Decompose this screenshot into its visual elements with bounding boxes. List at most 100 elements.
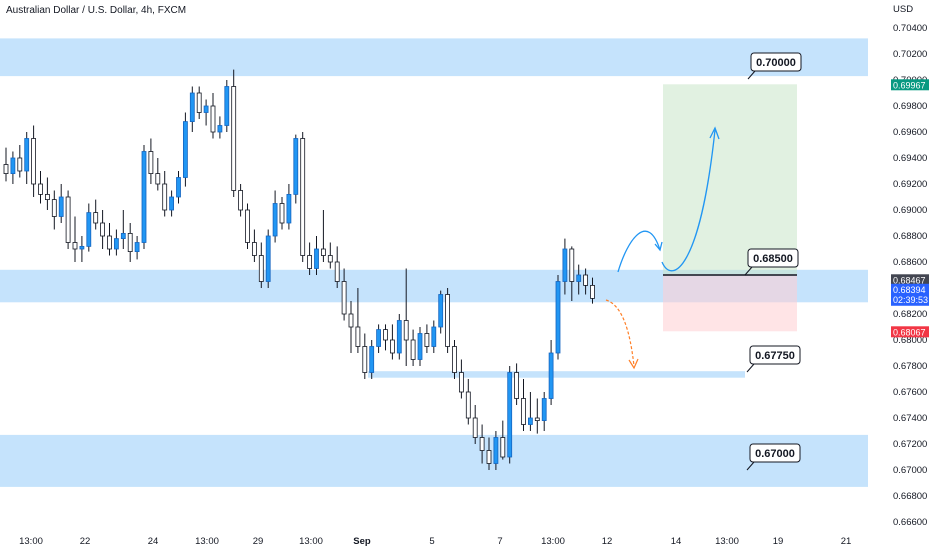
price-tag-label: 0.68467 [893,275,926,285]
candle-body [58,196,64,217]
candle-body [314,248,319,269]
candle-body [369,346,375,373]
candle [521,379,526,431]
candle-body [555,281,561,354]
candle [189,86,195,132]
candle [114,229,119,256]
candle [93,199,99,230]
projection-arrow-down [605,299,635,367]
candle-body [31,138,37,185]
time-tick-label: 12 [602,536,613,547]
candle-body [576,274,582,282]
candle [514,363,519,405]
candle-body [376,329,382,347]
candle-body [500,437,506,458]
candle [86,203,92,252]
projection-arrow-up-2 [661,129,716,272]
candle [258,242,264,288]
candle [507,366,513,464]
candle-body [327,255,333,263]
callout-label: 0.67000 [755,448,795,460]
callout-label: 0.70000 [756,57,796,69]
candle [369,340,375,379]
candle [569,246,575,301]
candle-body [279,203,285,224]
candle [210,93,216,139]
candle-body [562,248,568,282]
level-callout: 0.68500 [744,248,799,276]
candle-body [162,183,168,211]
price-tag-label: 0.68394 [893,285,926,295]
level-callout: 0.67750 [746,345,801,373]
candle-body [17,157,23,172]
callouts-layer: 0.70000 0.68500 0.67750 0.67000 [744,52,802,471]
price-tick-label: 0.66800 [893,491,927,502]
candle-body [100,222,105,237]
candle-body [389,339,395,354]
candle-body [514,372,519,399]
candle [162,171,168,217]
candle [203,99,209,126]
price-tick-label: 0.67600 [893,387,927,398]
candle-body [169,196,175,211]
candle-body [217,125,223,133]
price-tag: 0.68067 [891,326,929,338]
candle [10,151,16,184]
callout-pointer [746,363,755,373]
candle [362,333,368,379]
callout-pointer [746,461,755,471]
candle [300,132,306,262]
candle [396,314,402,360]
price-tick-label: 0.67000 [893,465,927,476]
candle [224,80,230,132]
candle-body [258,255,264,282]
candle-body [189,92,195,123]
candle [383,324,388,351]
candle [493,431,499,470]
candle [272,190,278,243]
candle-body [465,391,471,419]
time-tick-label: 21 [841,536,852,547]
candle [120,210,126,249]
candle-body [3,164,9,175]
position-stop-zone [663,275,797,332]
candle [376,324,382,353]
candle-body [182,121,188,178]
candle [196,86,202,119]
candle-body [93,212,99,224]
callout-box [749,345,801,365]
candles-layer [3,69,595,470]
candle-body [300,138,306,256]
candle-body [210,105,216,133]
candle-body [10,157,16,174]
candle-body [120,232,126,239]
price-tick-label: 0.68000 [893,335,927,346]
candle-body [396,320,402,354]
candle [38,171,43,204]
time-tick-label: 13:00 [195,536,219,547]
candle-body [38,183,43,195]
candle [562,238,568,295]
candle-body [224,86,230,126]
candle-body [155,173,161,185]
candle [45,177,50,210]
candle-body [45,193,50,200]
callout-box [750,52,802,72]
candle-body [134,242,140,253]
time-tick-label: 22 [80,536,91,547]
candle-body [528,417,533,425]
callout-pointer [744,266,753,276]
candle-body [293,138,299,195]
candle [534,398,540,434]
candle [410,329,416,366]
callout-box [747,248,799,268]
candle-body [272,203,278,237]
candle-body [486,450,492,464]
candle [293,134,299,204]
price-tag-bg [891,79,929,91]
price-tick-label: 0.70200 [893,49,927,60]
mid-support-line [368,371,745,378]
price-tick-label: 0.67400 [893,413,927,424]
